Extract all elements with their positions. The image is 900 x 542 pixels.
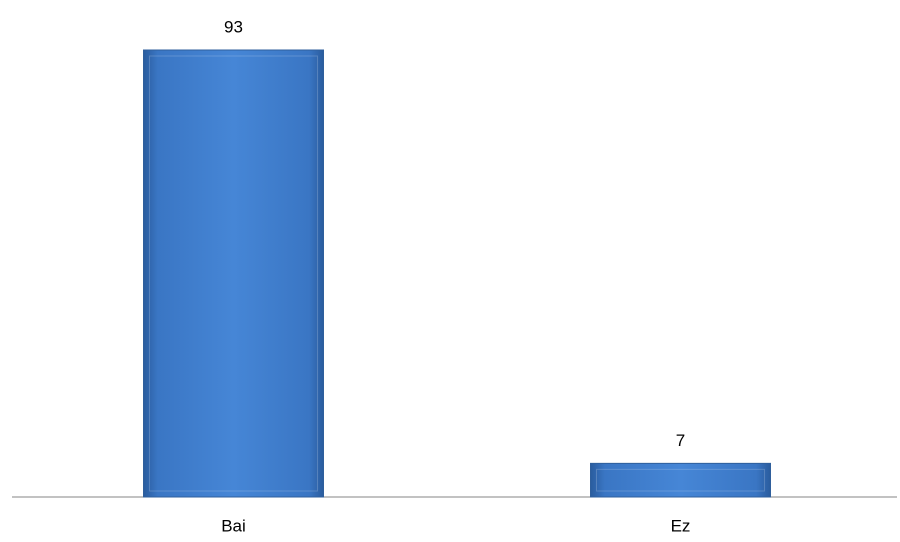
bar-bevel [149, 55, 318, 492]
bar [590, 462, 771, 498]
data-label: 93 [224, 17, 243, 36]
x-tick-label: Ez [671, 516, 691, 535]
data-label: 7 [676, 431, 685, 450]
bar-bevel [596, 468, 765, 492]
bar [143, 49, 324, 498]
x-tick-label: Bai [221, 516, 246, 535]
